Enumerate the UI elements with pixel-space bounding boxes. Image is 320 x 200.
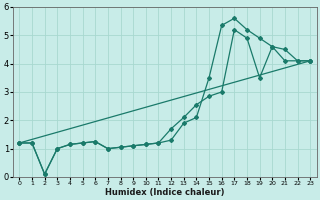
X-axis label: Humidex (Indice chaleur): Humidex (Indice chaleur) xyxy=(105,188,225,197)
